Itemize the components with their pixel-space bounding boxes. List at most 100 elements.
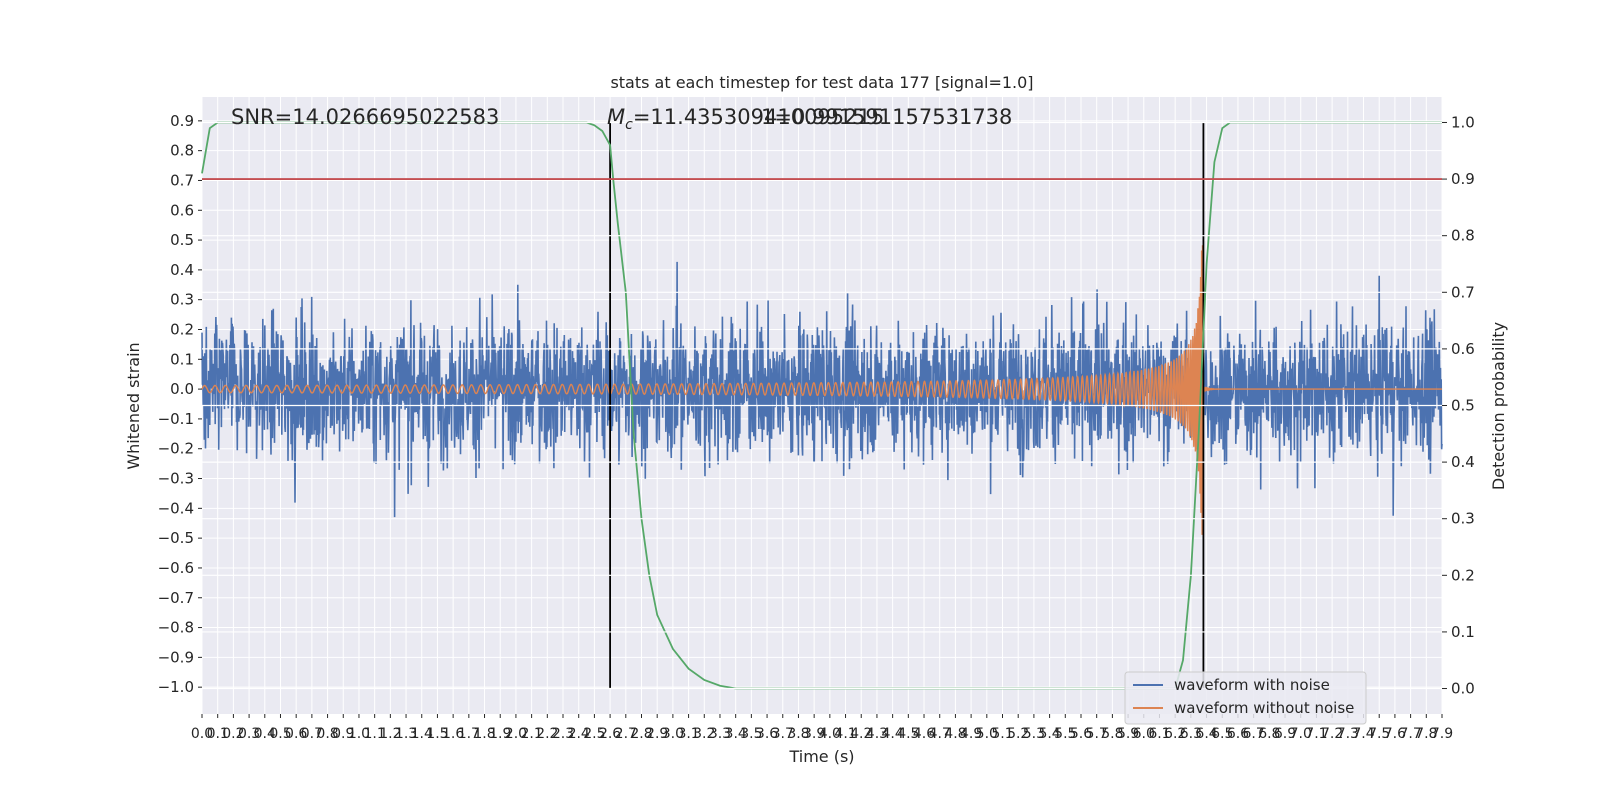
- chirp-mass-subscript: c: [625, 117, 633, 133]
- x-tick-label: 0.0: [191, 726, 213, 742]
- y-left-tick-label: 0.5: [170, 231, 194, 249]
- x-tick-label: 6.8: [1258, 726, 1280, 742]
- y-left-tick-label: 0.8: [170, 142, 194, 160]
- x-tick-label: 5.5: [1054, 726, 1076, 742]
- chirp-mass-value: =11.435309410095215: [633, 105, 884, 129]
- waveform-with-noise-line: [201, 261, 1443, 518]
- x-tick-label: 6.3: [1180, 726, 1202, 742]
- y-right-tick-label: 0.0: [1451, 680, 1475, 698]
- x-tick-label: 6.1: [1148, 726, 1170, 742]
- x-tick-label: 1.2: [379, 726, 401, 742]
- x-tick-label: 4.4: [882, 726, 904, 742]
- x-tick-label: 4.7: [929, 726, 951, 742]
- x-tick-label: 2.7: [615, 726, 637, 742]
- legend-box: [1124, 671, 1367, 725]
- x-tick-label: 0.3: [238, 726, 260, 742]
- x-tick-label: 2.0: [505, 726, 527, 742]
- probability-annotation: 1=0.991591157531738: [761, 105, 1012, 129]
- x-tick-label: 1.3: [395, 726, 417, 742]
- y-right-tick-label: 0.6: [1451, 340, 1475, 358]
- y-left-tick-label: −0.1: [158, 410, 194, 428]
- y-left-tick-label: 0.0: [170, 380, 194, 398]
- y-axis-left-ticks: 0.9 0.8 0.7 0.6 0.5 0.4 0.3 0.2 0.1 0.0 −0.1 −0.2 −0…: [158, 112, 202, 696]
- series-waveform-without-noise: [201, 245, 1442, 535]
- x-tick-label: 4.8: [944, 726, 966, 742]
- x-tick-label: 1.7: [458, 726, 480, 742]
- y-left-tick-label: 0.4: [170, 261, 194, 279]
- y-right-tick-label: 0.9: [1451, 170, 1475, 188]
- x-tick-label: 3.3: [709, 726, 731, 742]
- x-tick-label: 2.5: [583, 726, 605, 742]
- x-tick-label: 7.5: [1368, 726, 1390, 742]
- x-tick-label: 0.5: [269, 726, 291, 742]
- y-axis-right-ticks: 1.0 0.9 0.8 0.7 0.6 0.5 0.4 0.3 0.2 0.1 0.0: [1442, 113, 1475, 698]
- chirp-mass-annotation: Mc=11.435309410095215: [607, 105, 884, 133]
- x-tick-label: 7.1: [1305, 726, 1327, 742]
- chirp-mass-symbol: M: [607, 105, 625, 129]
- detection-probability-line: [201, 121, 1442, 690]
- x-tick-label: 2.1: [520, 726, 542, 742]
- x-tick-label: 5.8: [1101, 726, 1123, 742]
- x-tick-label: 1.4: [411, 726, 433, 742]
- x-tick-label: 1.8: [473, 726, 495, 742]
- x-tick-label: 0.9: [332, 726, 354, 742]
- x-tick-label: 0.2: [222, 726, 244, 742]
- y-right-tick-label: 0.8: [1451, 227, 1475, 245]
- waveform-without-noise-line: [201, 245, 1442, 535]
- x-tick-label: 1.1: [364, 726, 386, 742]
- x-tick-label: 5.1: [991, 726, 1013, 742]
- x-tick-label: 2.2: [536, 726, 558, 742]
- y-left-tick-label: 0.9: [170, 112, 194, 130]
- y-right-tick-label: 0.7: [1451, 283, 1475, 301]
- x-tick-label: 6.9: [1274, 726, 1296, 742]
- y-left-tick-label: −0.2: [158, 440, 194, 458]
- x-tick-label: 0.4: [254, 726, 276, 742]
- x-tick-label: 3.7: [772, 726, 794, 742]
- y-right-tick-label: 0.3: [1451, 510, 1475, 528]
- x-tick-label: 4.5: [897, 726, 919, 742]
- x-tick-label: 7.7: [1399, 726, 1421, 742]
- x-tick-label: 2.4: [568, 726, 590, 742]
- x-tick-label: 1.9: [489, 726, 511, 742]
- x-tick-label: 4.9: [960, 726, 982, 742]
- x-tick-label: 3.6: [756, 726, 778, 742]
- x-tick-label: 5.0: [976, 726, 998, 742]
- x-tick-label: 7.4: [1352, 726, 1374, 742]
- series-waveform-with-noise: [201, 261, 1443, 518]
- x-tick-label: 6.7: [1243, 726, 1265, 742]
- y-left-tick-label: −0.3: [158, 470, 194, 488]
- snr-annotation: SNR=14.0266695022583: [231, 105, 499, 129]
- legend-label-without-noise: waveform without noise: [1174, 699, 1354, 717]
- y-left-tick-label: −1.0: [158, 678, 194, 696]
- y-left-tick-label: −0.9: [158, 648, 194, 666]
- x-tick-label: 4.1: [834, 726, 856, 742]
- x-tick-label: 2.6: [599, 726, 621, 742]
- y-left-tick-label: 0.2: [170, 320, 194, 338]
- x-tick-label: 6.5: [1211, 726, 1233, 742]
- chart-title: stats at each timestep for test data 177…: [610, 73, 1033, 92]
- y-left-tick-label: −0.7: [158, 589, 194, 607]
- x-tick-label: 1.5: [426, 726, 448, 742]
- x-tick-label: 0.1: [207, 726, 229, 742]
- y-left-tick-label: 0.1: [170, 350, 194, 368]
- y-right-tick-label: 0.4: [1451, 453, 1475, 471]
- y-right-tick-label: 0.2: [1451, 566, 1475, 584]
- x-tick-label: 0.6: [285, 726, 307, 742]
- y-right-tick-label: 0.5: [1451, 397, 1475, 415]
- x-tick-label: 6.0: [1133, 726, 1155, 742]
- x-tick-label: 0.7: [301, 726, 323, 742]
- legend-label-with-noise: waveform with noise: [1174, 676, 1330, 694]
- x-tick-label: 5.4: [1038, 726, 1060, 742]
- x-tick-label: 5.2: [1007, 726, 1029, 742]
- x-tick-label: 3.8: [787, 726, 809, 742]
- x-tick-label: 4.6: [913, 726, 935, 742]
- x-tick-label: 7.3: [1337, 726, 1359, 742]
- x-tick-label: 5.6: [1070, 726, 1092, 742]
- y-left-tick-label: −0.8: [158, 619, 194, 637]
- x-axis-ticks: 0.00.10.20.30.40.50.60.70.80.91.01.11.21…: [191, 714, 1453, 742]
- x-tick-label: 3.5: [740, 726, 762, 742]
- y-left-tick-label: 0.7: [170, 171, 194, 189]
- y-axis-right-label: Detection probability: [1489, 322, 1508, 490]
- x-tick-label: 1.6: [442, 726, 464, 742]
